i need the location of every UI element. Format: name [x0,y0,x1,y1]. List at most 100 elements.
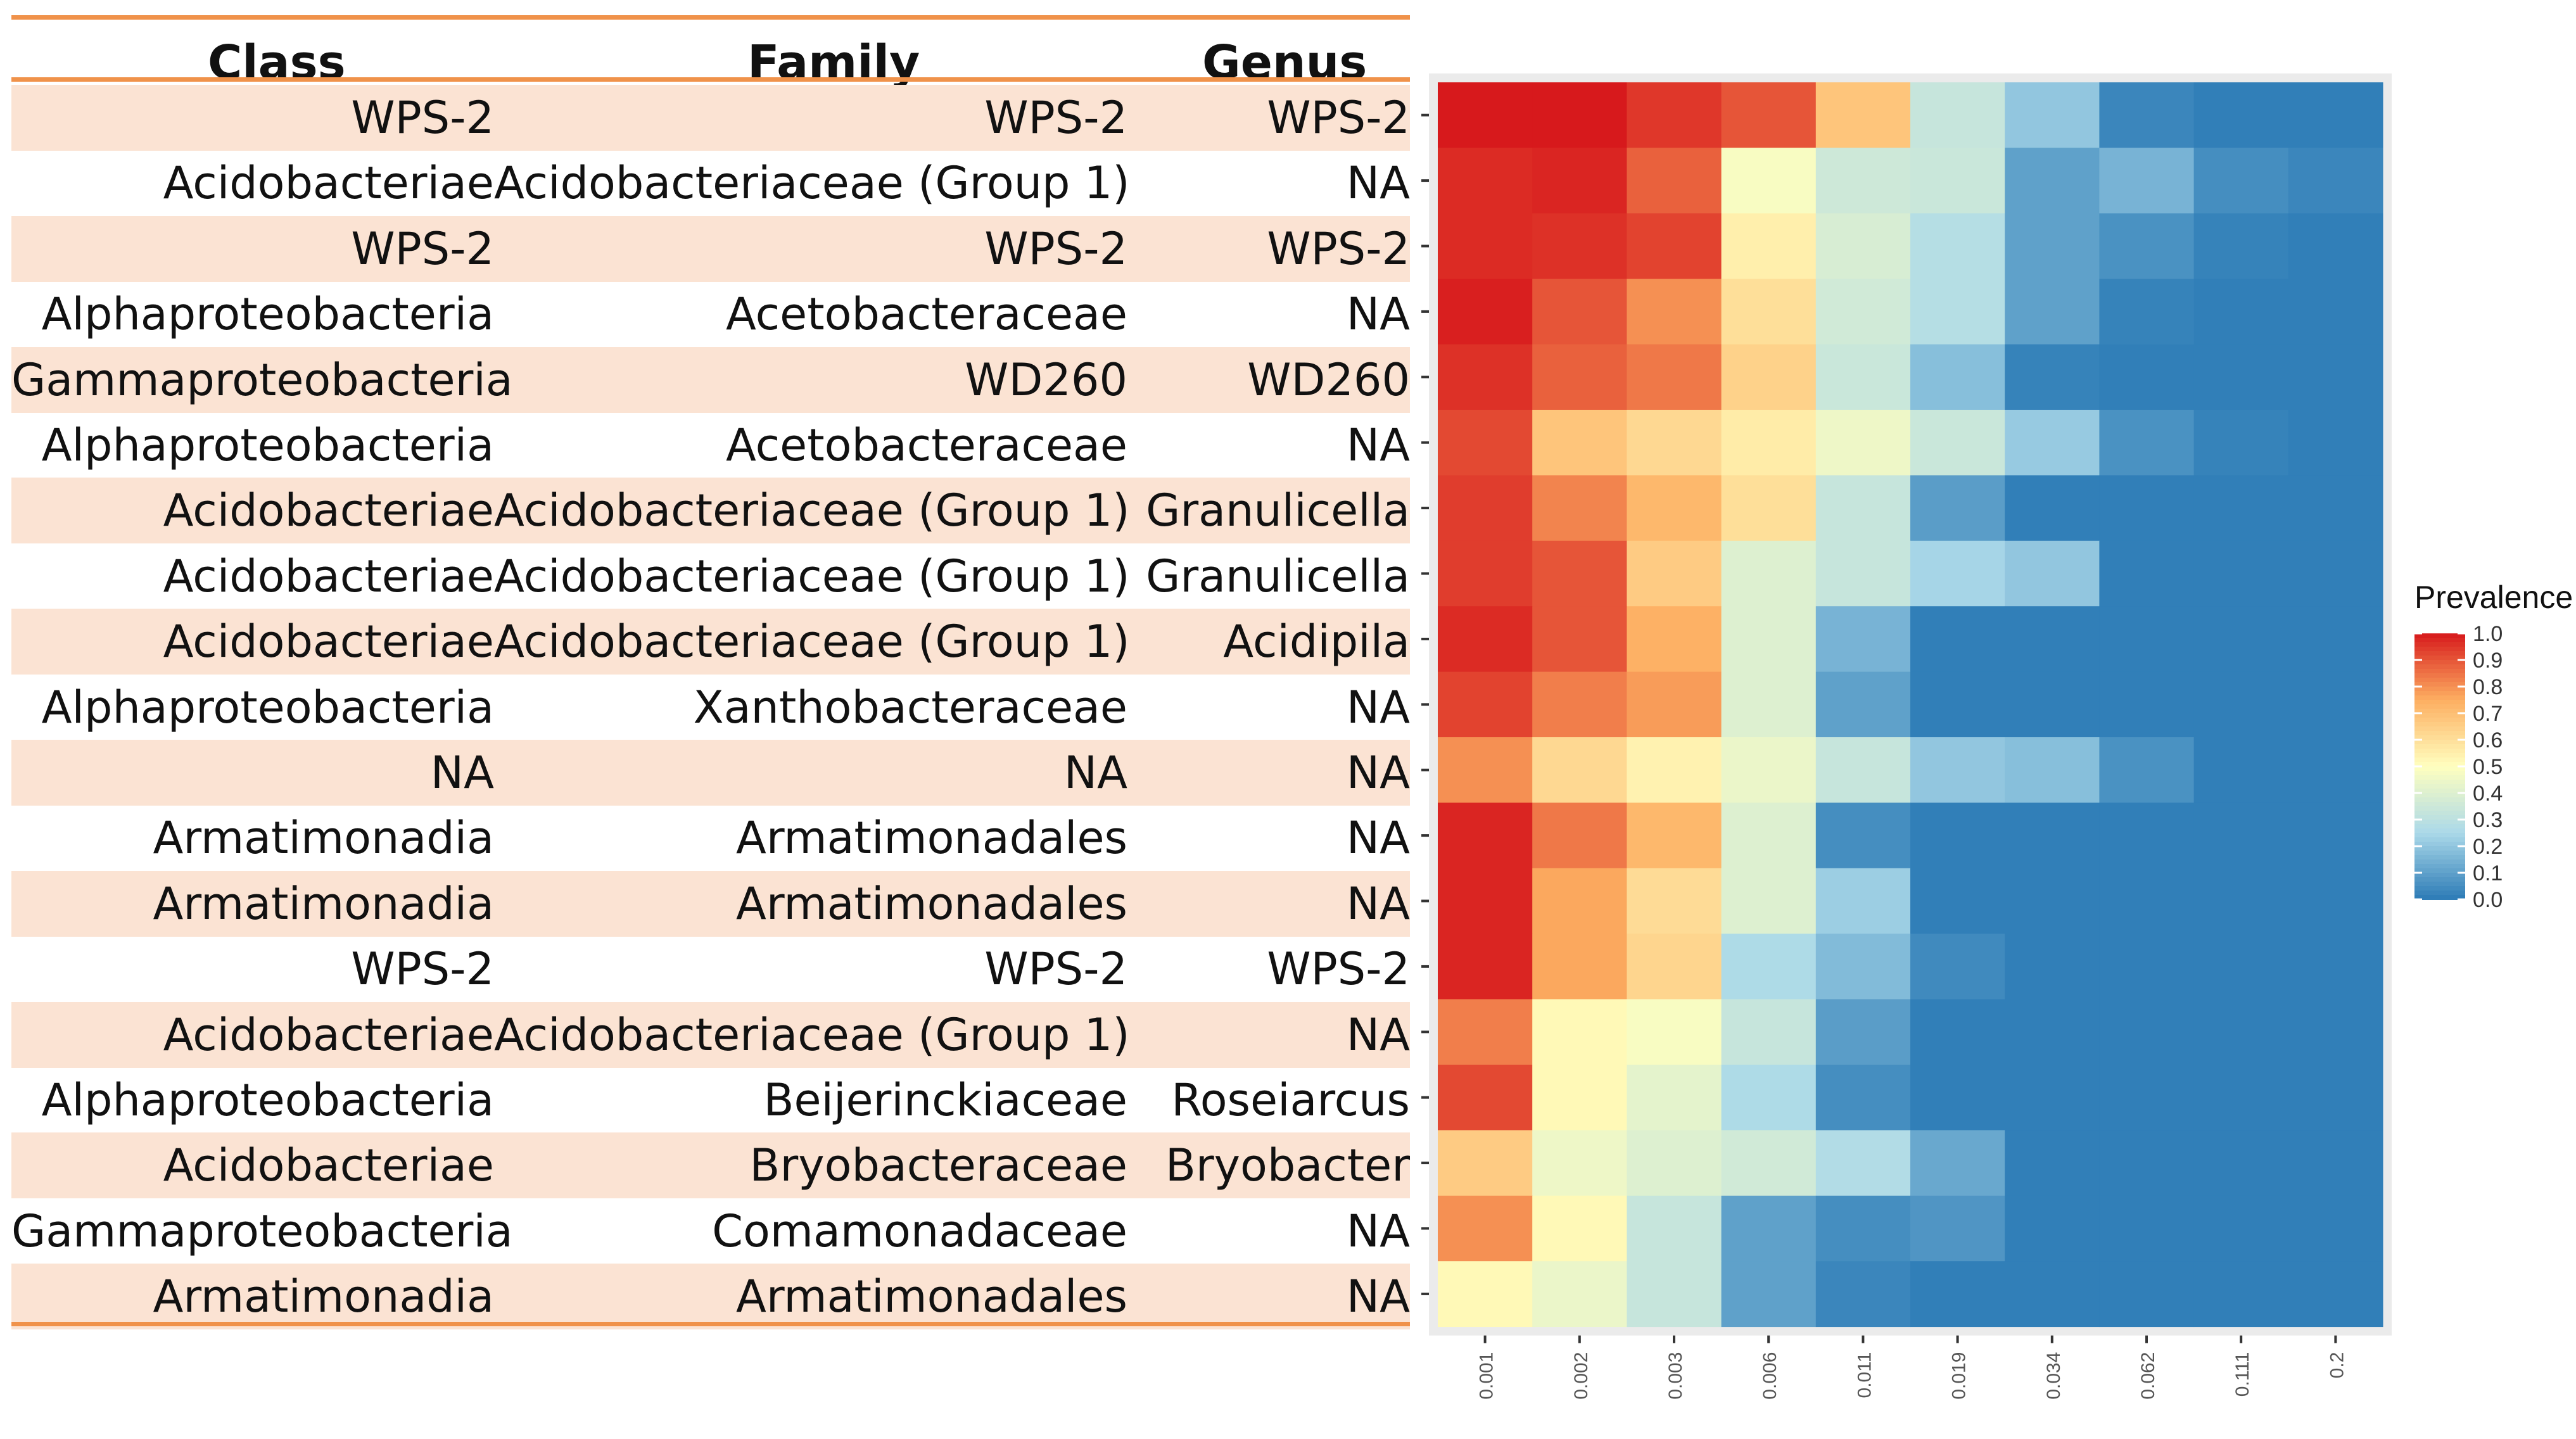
x-tick-label: 0.062 [2138,1352,2159,1400]
heatmap-cell [2005,737,2100,803]
legend-color-step [2414,726,2465,732]
legend-color-step [2414,833,2465,838]
heatmap-cell [1910,410,2005,476]
heatmap-cell [2099,540,2195,607]
heatmap-cell [1627,934,1722,1000]
heatmap-cell [2288,606,2383,673]
legend-color-step [2414,687,2465,692]
cell-genus: NA [1346,1271,1410,1323]
legend-tick-label: 1.0 [2473,622,2503,646]
heatmap-cell [1438,213,1533,279]
legend-color-step [2414,669,2465,674]
cell-family: Bryobacteraceae [749,1139,1127,1192]
heatmap-cell [2005,410,2100,476]
cell-genus: WPS-2 [1267,222,1410,275]
cell-genus: NA [1346,157,1410,210]
cell-class: Alphaproteobacteria [41,681,494,733]
cell-family: Armatimonadales [735,877,1127,930]
table-row: Alphaproteobacteria Acetobacteraceae NA [11,412,1410,478]
heatmap-cell [1627,1065,1722,1131]
heatmap-cell [2288,737,2383,803]
heatmap-cell [2193,868,2289,934]
table-row: Acidobacteriae Acidobacteriaceae (Group 1… [11,609,1410,675]
table-row: WPS-2 WPS-2 WPS-2 [11,85,1410,151]
heatmap-cell [1815,1130,1911,1196]
heatmap-cell [1438,344,1533,410]
cell-genus: NA [1346,812,1410,865]
legend-color-step [2414,859,2465,865]
table-row: Armatimonadia Armatimonadales NA [11,1264,1410,1330]
legend-color-step [2414,895,2465,900]
heatmap-cell [1721,213,1817,279]
heatmap-cell [1627,540,1722,607]
heatmap-cell [1721,1130,1817,1196]
heatmap-cell [2099,737,2195,803]
cell-class: Armatimonadia [153,877,494,930]
heatmap-cell [1627,1195,1722,1262]
heatmap-cell [1721,868,1817,934]
table-top-rule [11,15,1410,20]
heatmap-cell [1910,999,2005,1065]
heatmap-cell [2193,606,2289,673]
legend-color-step [2414,793,2465,798]
heatmap-cell [1627,82,1722,148]
heatmap-cell [1815,999,1911,1065]
heatmap-cell [1910,737,2005,803]
heatmap-cell [1721,802,1817,869]
heatmap-cell [1532,410,1627,476]
heatmap-cell [1721,671,1817,738]
legend-color-step [2414,744,2465,749]
legend-color-step [2414,815,2465,820]
heatmap-cell [1815,344,1911,410]
x-tick-label: 0.019 [1949,1352,1970,1400]
heatmap-cell [1627,148,1722,214]
legend-tick-label: 0.9 [2473,649,2503,673]
heatmap-cell [1721,999,1817,1065]
heatmap-cell [2099,671,2195,738]
legend-color-step [2414,873,2465,878]
heatmap-cell [1438,737,1533,803]
heatmap-cell [2005,540,2100,607]
x-tick-label: 0.006 [1760,1352,1780,1400]
heatmap-cell [1721,1261,1817,1328]
heatmap-cell [1815,410,1911,476]
heatmap-cell [2005,82,2100,148]
heatmap-cell [2005,1130,2100,1196]
heatmap-cell [2099,410,2195,476]
legend-color-step [2414,828,2465,834]
heatmap-cell [1721,606,1817,673]
heatmap-cell [2288,540,2383,607]
legend-color-step [2414,797,2465,802]
table-row: Acidobacteriae Bryobacteraceae Bryobacter [11,1132,1410,1199]
cell-genus: NA [1346,877,1410,930]
cell-family: Armatimonadales [735,812,1127,865]
heatmap-cell [1532,213,1627,279]
legend-color-step [2414,789,2465,794]
heatmap-cell [1438,475,1533,542]
legend-color-step [2414,682,2465,687]
heatmap-cell [1627,475,1722,542]
cell-genus: NA [1346,747,1410,799]
cell-class: Acidobacteriae [163,1008,494,1061]
cell-family: Xanthobacteraceae [693,681,1127,733]
cell-class: Acidobacteriae [163,485,494,537]
heatmap-cell [1721,1065,1817,1131]
heatmap-cell [1532,1130,1627,1196]
table-row: NA NA NA [11,740,1410,806]
cell-class: Alphaproteobacteria [41,419,494,471]
heatmap-cell [2099,475,2195,542]
legend-color-step [2414,802,2465,807]
cell-family: Acidobacteriaceae (Group 1) [494,157,1130,210]
cell-class: Alphaproteobacteria [41,1074,494,1126]
cell-genus: NA [1346,419,1410,471]
heatmap-cell [1910,148,2005,214]
heatmap-cell [1910,1065,2005,1131]
heatmap-cell [2005,475,2100,542]
heatmap-cell [1815,148,1911,214]
legend-title: Prevalence [2414,580,2572,615]
cell-genus: Roseiarcus [1171,1074,1410,1126]
heatmap-cell [1910,868,2005,934]
legend-color-step [2414,664,2465,669]
heatmap-cell [1721,82,1817,148]
heatmap-cell [1532,279,1627,345]
